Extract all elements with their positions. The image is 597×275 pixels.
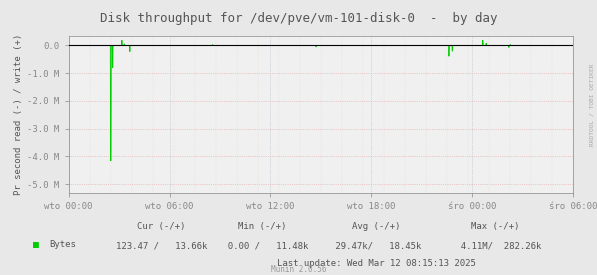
Y-axis label: Pr second read (-) / write (+): Pr second read (-) / write (+) xyxy=(14,34,23,195)
Text: Disk throughput for /dev/pve/vm-101-disk-0  -  by day: Disk throughput for /dev/pve/vm-101-disk… xyxy=(100,12,497,25)
Text: Max (-/+): Max (-/+) xyxy=(471,222,520,231)
Text: Avg (-/+): Avg (-/+) xyxy=(352,222,401,231)
Text: Last update: Wed Mar 12 08:15:13 2025: Last update: Wed Mar 12 08:15:13 2025 xyxy=(276,260,476,268)
Text: ■: ■ xyxy=(33,240,39,250)
Text: Min (-/+): Min (-/+) xyxy=(238,222,287,231)
Text: Bytes: Bytes xyxy=(49,240,76,249)
Text: 4.11M/  282.26k: 4.11M/ 282.26k xyxy=(450,242,541,251)
Text: Cur (-/+): Cur (-/+) xyxy=(137,222,186,231)
Text: 0.00 /   11.48k: 0.00 / 11.48k xyxy=(217,242,309,251)
Text: Munin 2.0.56: Munin 2.0.56 xyxy=(271,265,326,274)
Text: 29.47k/   18.45k: 29.47k/ 18.45k xyxy=(330,242,422,251)
Text: 123.47 /   13.66k: 123.47 / 13.66k xyxy=(115,242,207,251)
Text: RRDTOOL / TOBI OETIKER: RRDTOOL / TOBI OETIKER xyxy=(589,63,594,146)
